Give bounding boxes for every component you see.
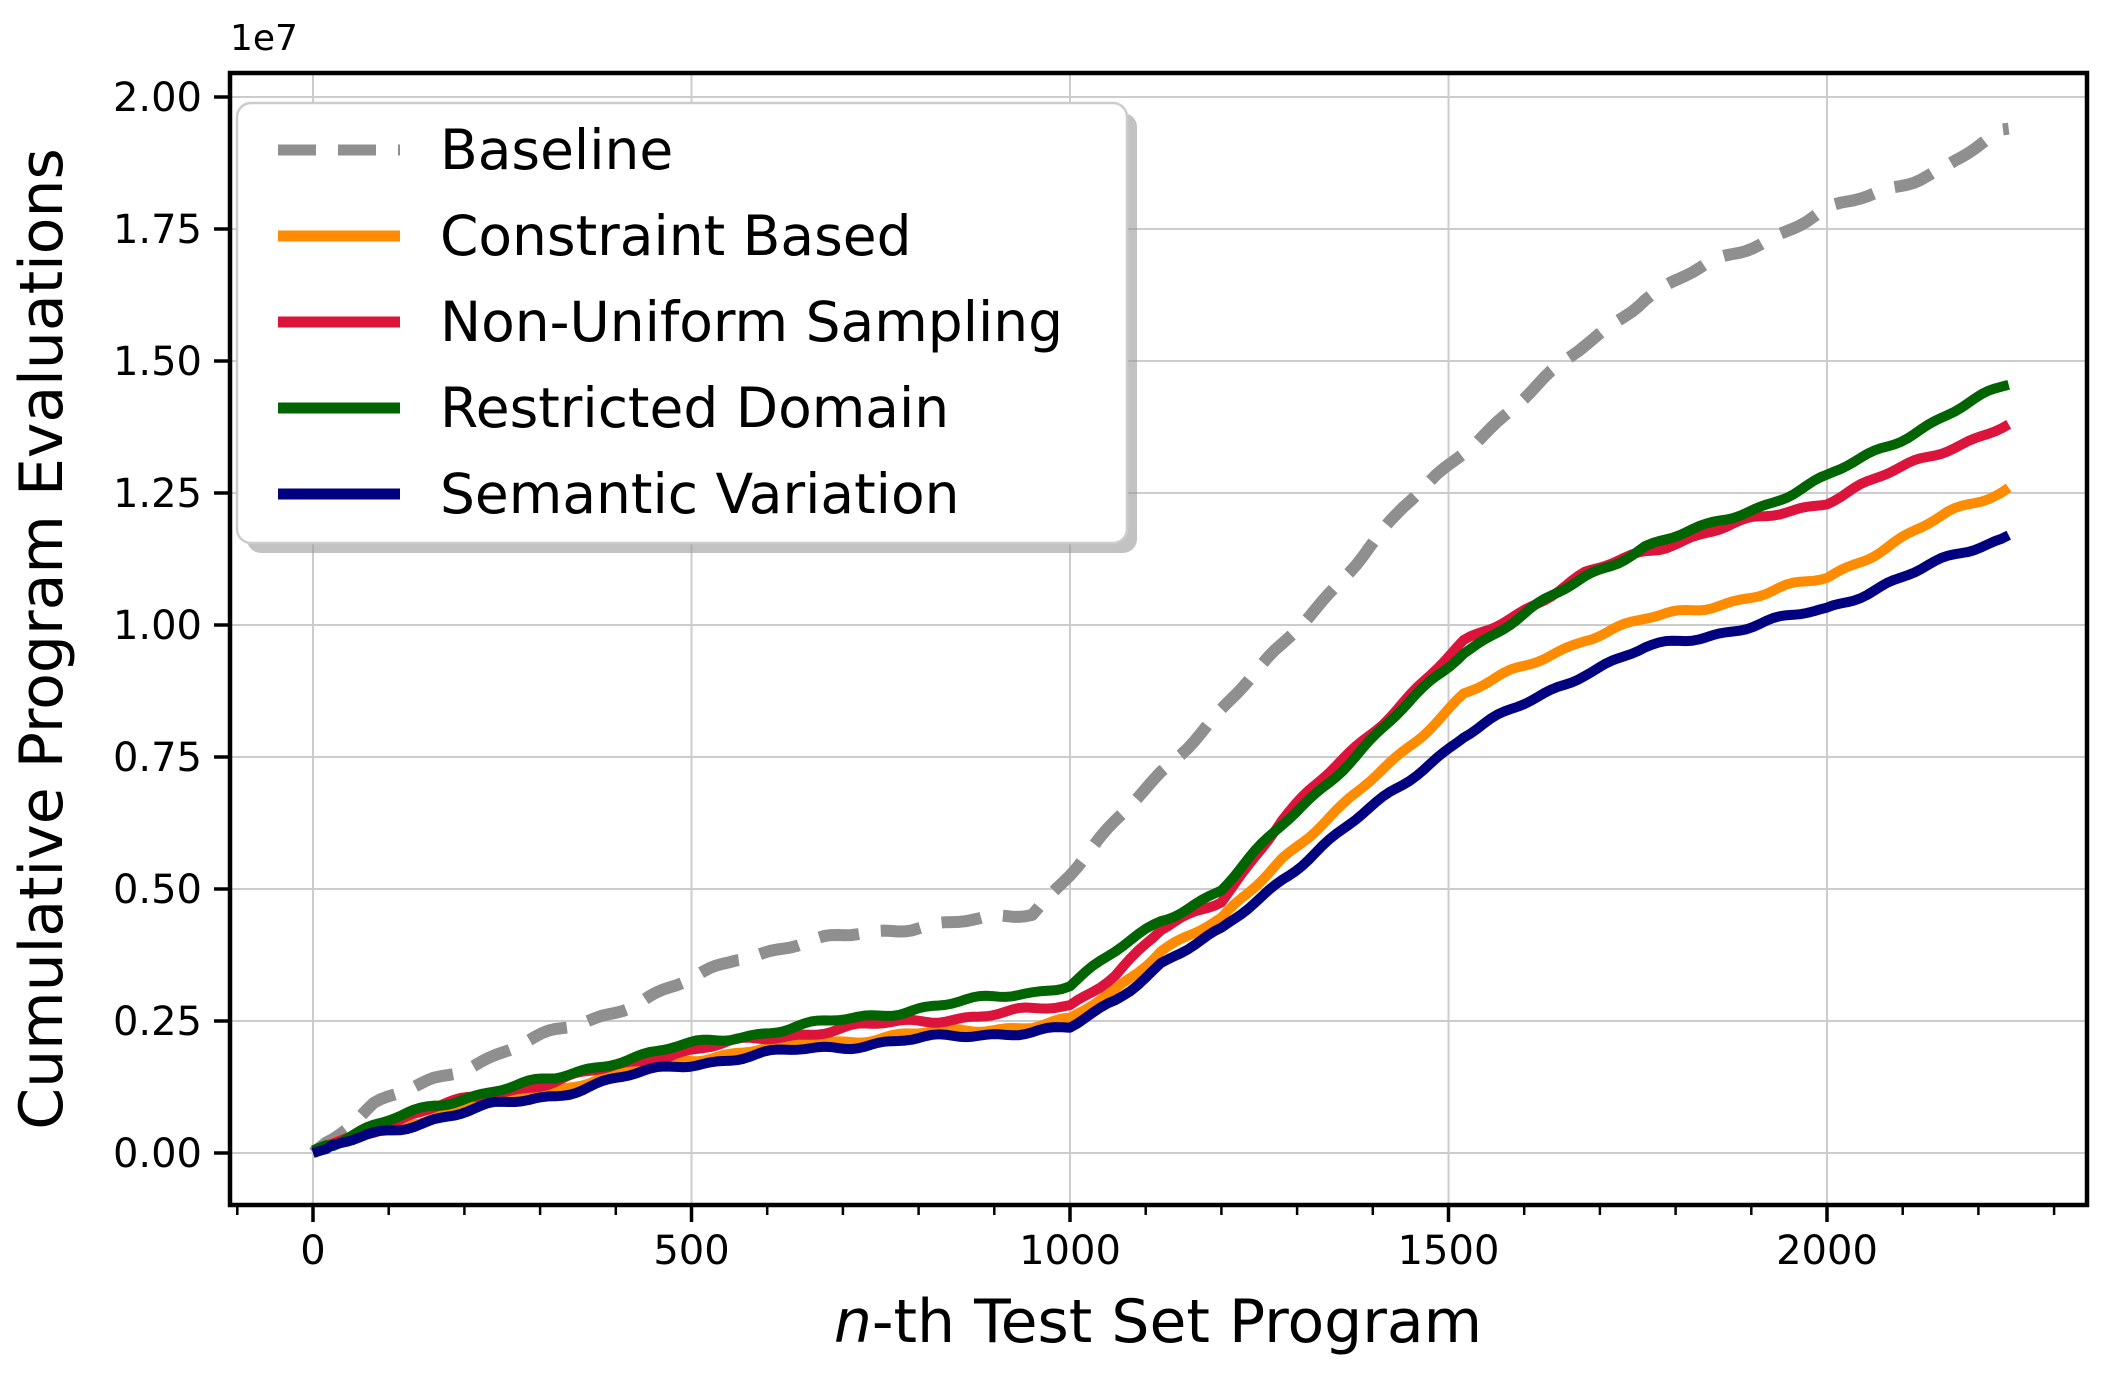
y-axis-label: Cumulative Program Evaluations bbox=[7, 148, 77, 1130]
series-line-baseline bbox=[309, 122, 2010, 1158]
series-line-restricted-domain bbox=[311, 379, 2010, 1156]
y-tick-label: 0.50 bbox=[113, 867, 202, 913]
plot-frame bbox=[227, 70, 2090, 1208]
axis-ticks bbox=[214, 95, 2056, 1222]
legend-label: Baseline bbox=[440, 118, 673, 182]
x-tick-label: 500 bbox=[653, 1228, 729, 1274]
legend-entry: Non-Uniform Sampling bbox=[278, 290, 1063, 354]
y-tick-label: 2.00 bbox=[113, 75, 202, 121]
tick-labels: 0 500 1000 1500 2000 0.00 0.25 0.50 0.75 1.00 1.25… bbox=[113, 75, 1878, 1274]
legend-entry: Semantic Variation bbox=[278, 462, 959, 526]
y-tick-label: 0.00 bbox=[113, 1131, 202, 1177]
x-tick-label: 1500 bbox=[1398, 1228, 1500, 1274]
x-axis-label: n-th Test Set Program bbox=[834, 1287, 1482, 1357]
legend-entry: Constraint Based bbox=[278, 204, 911, 268]
legend-label: Constraint Based bbox=[440, 204, 911, 268]
x-tick-label: 2000 bbox=[1776, 1228, 1878, 1274]
y-tick-label: 1.00 bbox=[113, 603, 202, 649]
series-line-constraint-based bbox=[311, 483, 2012, 1158]
x-axis-label-rest-part: -th Test Set Program bbox=[872, 1287, 1482, 1357]
legend-box bbox=[235, 101, 1129, 545]
x-axis-label-italic-part: n bbox=[834, 1287, 872, 1357]
x-tick-label: 1000 bbox=[1019, 1228, 1121, 1274]
legend-label: Semantic Variation bbox=[440, 462, 959, 526]
legend-label: Restricted Domain bbox=[440, 376, 949, 440]
legend-entry: Baseline bbox=[278, 118, 673, 182]
y-tick-label: 1.75 bbox=[113, 207, 202, 253]
series-line-semantic-variation bbox=[311, 530, 2011, 1158]
series-lines bbox=[309, 122, 2012, 1158]
y-axis-offset-text: 1e7 bbox=[230, 18, 298, 59]
legend-entries: Baseline Constraint Based Non-Uniform Samp… bbox=[278, 118, 1063, 526]
y-tick-label: 0.25 bbox=[113, 999, 202, 1045]
y-tick-label: 1.50 bbox=[113, 339, 202, 385]
x-tick-label: 0 bbox=[300, 1228, 325, 1274]
legend-label: Non-Uniform Sampling bbox=[440, 290, 1063, 354]
legend: Baseline Constraint Based Non-Uniform Samp… bbox=[235, 101, 1137, 553]
legend-entry: Restricted Domain bbox=[278, 376, 949, 440]
y-tick-label: 0.75 bbox=[113, 735, 202, 781]
y-tick-label: 1.25 bbox=[113, 471, 202, 517]
